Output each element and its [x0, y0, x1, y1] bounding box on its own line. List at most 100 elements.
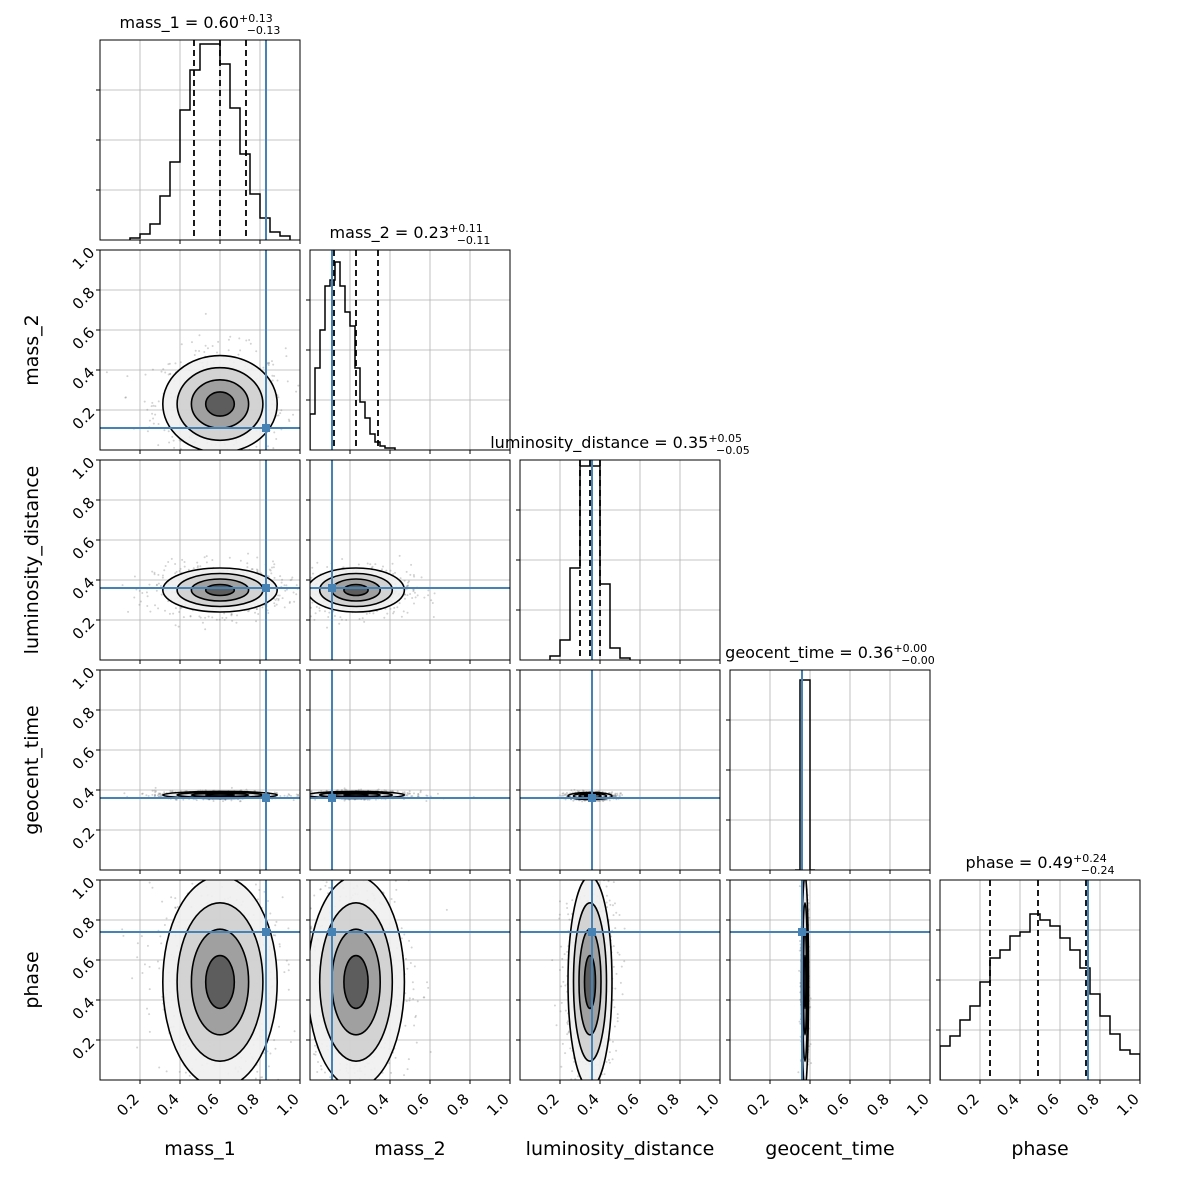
scatter-point — [614, 794, 617, 797]
scatter-point — [290, 578, 293, 581]
scatter-point — [312, 572, 315, 575]
scatter-point — [273, 576, 276, 579]
scatter-point — [343, 787, 346, 790]
scatter-point — [162, 368, 165, 371]
scatter-point — [145, 591, 148, 594]
scatter-point — [436, 792, 439, 795]
scatter-point — [406, 793, 409, 796]
scatter-point — [430, 599, 433, 602]
scatter-point — [268, 568, 271, 571]
scatter-point — [133, 575, 136, 578]
scatter-point — [273, 375, 276, 378]
scatter-point — [148, 988, 151, 991]
scatter-point — [284, 347, 287, 350]
scatter-point — [174, 562, 177, 565]
panel-title: luminosity_distance = 0.35+0.05 −0.05 — [490, 432, 750, 457]
scatter-point — [288, 570, 290, 572]
scatter-point — [420, 576, 423, 579]
scatter-point — [212, 1087, 214, 1089]
scatter-point — [279, 794, 282, 797]
contour-line — [190, 578, 250, 602]
scatter-point — [152, 422, 155, 425]
scatter-point — [278, 943, 281, 946]
scatter-point — [316, 561, 319, 564]
scatter-point — [295, 593, 298, 596]
scatter-point — [238, 337, 241, 340]
scatter-point — [172, 612, 175, 615]
y-tick-label: 0.4 — [69, 784, 99, 814]
scatter-point — [182, 798, 185, 801]
scatter-point — [255, 350, 258, 353]
scatter-point — [155, 583, 158, 586]
scatter-point — [400, 615, 403, 618]
scatter-point — [374, 563, 377, 566]
scatter-point — [229, 451, 231, 453]
scatter-point — [417, 793, 420, 796]
scatter-point — [231, 1102, 233, 1104]
scatter-point — [565, 791, 568, 794]
scatter-point — [419, 791, 422, 794]
scatter-point — [167, 373, 170, 376]
contour-line — [162, 567, 279, 613]
scatter-point — [403, 597, 406, 600]
scatter-point — [166, 1126, 168, 1128]
scatter-point — [358, 618, 361, 621]
scatter-point — [357, 788, 360, 791]
scatter-point — [186, 461, 188, 463]
hist-bin — [610, 648, 620, 660]
panel-title: geocent_time = 0.36+0.00 −0.00 — [725, 642, 935, 667]
scatter-point — [237, 353, 240, 356]
scatter-point — [267, 364, 270, 367]
scatter-point — [242, 875, 244, 877]
scatter-point — [204, 628, 207, 631]
scatter-point — [307, 591, 309, 593]
scatter-point — [407, 581, 410, 584]
hist-bin — [600, 584, 610, 660]
scatter-point — [360, 788, 363, 791]
scatter-point — [616, 794, 619, 797]
scatter-point — [320, 789, 323, 792]
y-tick-label: 0.8 — [69, 494, 99, 524]
scatter-point — [305, 794, 307, 796]
scatter-point — [204, 312, 207, 315]
scatter-point — [279, 575, 282, 578]
scatter-point — [138, 603, 141, 606]
scatter-point — [238, 1086, 240, 1088]
scatter-point — [151, 852, 153, 854]
scatter-point — [304, 602, 306, 604]
panel-frame — [99, 39, 301, 241]
scatter-point — [399, 577, 402, 580]
scatter-point — [262, 366, 265, 369]
scatter-point — [214, 855, 216, 857]
scatter-point — [411, 597, 414, 600]
scatter-point — [318, 609, 321, 612]
contour-line — [204, 583, 236, 597]
scatter-point — [273, 563, 276, 566]
scatter-point — [289, 593, 291, 595]
scatter-point — [425, 794, 428, 797]
scatter-point — [239, 789, 242, 792]
scatter-point — [405, 794, 408, 797]
panel-frame — [309, 459, 511, 661]
panel-mass_2-vs-luminosity_distance — [288, 459, 511, 664]
scatter-point — [213, 823, 215, 825]
scatter-point — [324, 610, 327, 613]
panel-mass_1-vs-phase: 0.2 0.4 0.6 0.8 1.0mass_10.20.40.60.81.0phas… — [21, 823, 303, 1160]
scatter-point — [308, 791, 310, 793]
scatter-point — [228, 1083, 230, 1085]
scatter-point — [276, 594, 279, 597]
scatter-point — [305, 795, 307, 797]
scatter-point — [157, 444, 160, 447]
scatter-point — [576, 789, 579, 792]
scatter-point — [406, 584, 409, 587]
scatter-point — [303, 795, 305, 797]
scatter-point — [570, 789, 573, 792]
scatter-point — [168, 612, 171, 615]
scatter-point — [427, 594, 430, 597]
scatter-point — [581, 800, 584, 803]
hist-bin — [180, 110, 190, 240]
scatter-point — [287, 988, 290, 991]
scatter-point — [239, 559, 242, 562]
scatter-point — [307, 598, 309, 600]
